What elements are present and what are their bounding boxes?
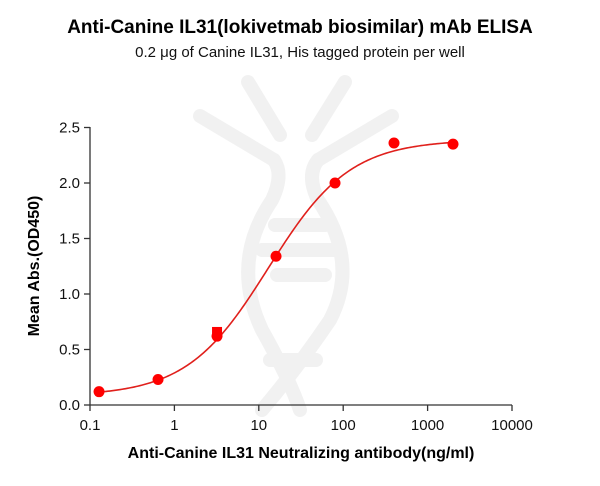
y-tick-label: 1.5 — [59, 231, 80, 248]
data-point — [93, 386, 105, 398]
x-tick-label: 1 — [170, 417, 178, 434]
data-point — [388, 137, 400, 149]
data-point — [152, 373, 164, 385]
y-tick-label: 2.0 — [59, 175, 80, 192]
y-tick-label: 1.0 — [59, 286, 80, 303]
data-point — [447, 138, 459, 150]
y-tick-label: 0.5 — [59, 342, 80, 359]
data-points — [93, 137, 459, 398]
chart-subtitle: 0.2 μg of Canine IL31, His tagged protei… — [135, 44, 465, 61]
y-tick-label: 2.5 — [59, 120, 80, 137]
x-ticks: 0.1 1 10 100 1000 10000 — [80, 405, 533, 434]
y-axis-title: Mean Abs.(OD450) — [26, 196, 43, 337]
data-point — [329, 177, 341, 189]
x-tick-label: 1000 — [411, 417, 444, 434]
x-tick-label: 10 — [250, 417, 267, 434]
x-tick-label: 10000 — [491, 417, 533, 434]
y-tick-label: 0.0 — [59, 397, 80, 414]
x-tick-label: 0.1 — [80, 417, 101, 434]
y-ticks: 0.0 0.5 1.0 1.5 2.0 2.5 — [59, 120, 90, 414]
error-bar-marker — [212, 326, 223, 334]
data-point — [270, 250, 282, 262]
x-axis-title: Anti-Canine IL31 Neutralizing antibody(n… — [128, 445, 475, 462]
x-tick-label: 100 — [331, 417, 356, 434]
watermark-dna-icon — [193, 75, 399, 417]
chart-title: Anti-Canine IL31(lokivetmab biosimilar) … — [67, 17, 533, 38]
